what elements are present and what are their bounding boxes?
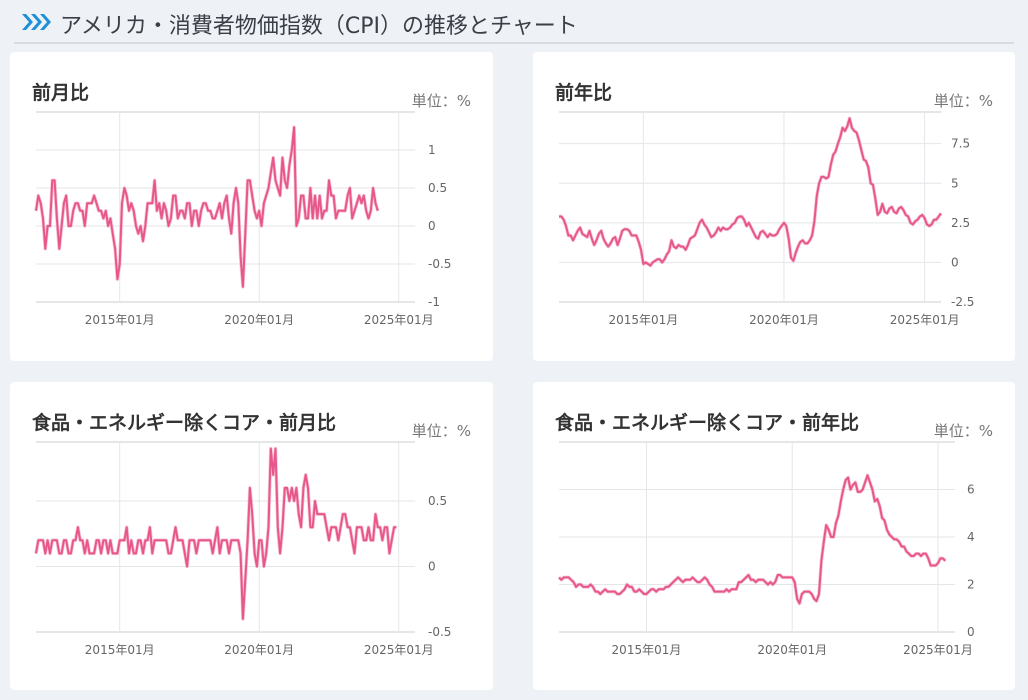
- x-tick-label: 2020年01月: [224, 313, 294, 327]
- x-tick-label: 2025年01月: [890, 313, 960, 327]
- series-line: [558, 474, 947, 605]
- y-tick-label: 6: [967, 483, 975, 497]
- x-tick-label: 2015年01月: [85, 313, 155, 327]
- y-tick-label: -0.5: [428, 625, 451, 639]
- y-tick-label: 0: [428, 219, 436, 233]
- x-tick-label: 2015年01月: [85, 643, 155, 657]
- y-tick-label: 2.5: [951, 216, 970, 230]
- y-tick-label: -2.5: [951, 295, 974, 309]
- x-tick-label: 2025年01月: [364, 643, 434, 657]
- x-tick-label: 2020年01月: [749, 313, 819, 327]
- chart-title: 食品・エネルギー除くコア・前年比: [555, 412, 860, 434]
- y-tick-label: 0: [428, 559, 436, 573]
- chart-card-core-yoy: 食品・エネルギー除くコア・前年比 単位：% 6 4 2 0 2015年01月 2020年0…: [533, 382, 1015, 690]
- y-tick-label: 7.5: [951, 137, 970, 151]
- y-tick-label: -1: [428, 295, 440, 309]
- y-tick-label: 0: [967, 625, 975, 639]
- x-tick-label: 2020年01月: [224, 643, 294, 657]
- y-tick-label: 1: [428, 143, 436, 157]
- unit-label: 単位：%: [933, 422, 993, 440]
- x-tick-label: 2015年01月: [608, 313, 678, 327]
- chart-yoy: 7.5 5 2.5 0 -2.5 2015年01月 2020年01月 2025年01月: [559, 111, 974, 327]
- unit-label: 単位：%: [411, 422, 471, 440]
- chart-card-core-mom: 食品・エネルギー除くコア・前月比 単位：% 0.5 0 -0.5 2015年01月 20…: [10, 382, 493, 690]
- series-line: [35, 447, 397, 620]
- chart-core-yoy: 6 4 2 0 2015年01月 2020年01月 2025年01月: [557, 441, 975, 657]
- x-tick-label: 2025年01月: [903, 643, 973, 657]
- chart-card-mom: 前月比 単位：% 1 0.5 0 -0.5 -1 2015年01月 2020年01月 2025…: [10, 52, 493, 361]
- y-tick-label: 0: [951, 255, 959, 269]
- page-title: アメリカ・消費者物価指数（CPI）の推移とチャート: [60, 14, 578, 39]
- y-tick-label: 0.5: [428, 494, 447, 508]
- y-tick-label: 4: [967, 530, 975, 544]
- chart-mom: 1 0.5 0 -0.5 -1 2015年01月 2020年01月 2025年01月: [34, 111, 451, 327]
- chart-title: 食品・エネルギー除くコア・前月比: [32, 412, 337, 434]
- series-line: [35, 126, 379, 288]
- unit-label: 単位：%: [933, 92, 993, 110]
- series-line: [559, 117, 942, 267]
- x-tick-label: 2020年01月: [757, 643, 827, 657]
- chart-title: 前月比: [32, 82, 90, 104]
- y-tick-label: 5: [951, 176, 959, 190]
- chart-core-mom: 0.5 0 -0.5 2015年01月 2020年01月 2025年01月: [34, 441, 451, 657]
- y-tick-label: -0.5: [428, 257, 451, 271]
- x-tick-label: 2015年01月: [612, 643, 682, 657]
- chevron-right-triple-icon: [22, 14, 51, 30]
- y-tick-label: 2: [967, 578, 975, 592]
- x-tick-label: 2025年01月: [364, 313, 434, 327]
- page-header: アメリカ・消費者物価指数（CPI）の推移とチャート: [0, 0, 1028, 44]
- y-tick-label: 0.5: [428, 181, 447, 195]
- chart-title: 前年比: [555, 82, 613, 104]
- unit-label: 単位：%: [411, 92, 471, 110]
- chart-card-yoy: 前年比 単位：% 7.5 5 2.5 0 -2.5 2015年01月 2020年01月 202…: [533, 52, 1015, 361]
- header-divider: [14, 42, 1014, 44]
